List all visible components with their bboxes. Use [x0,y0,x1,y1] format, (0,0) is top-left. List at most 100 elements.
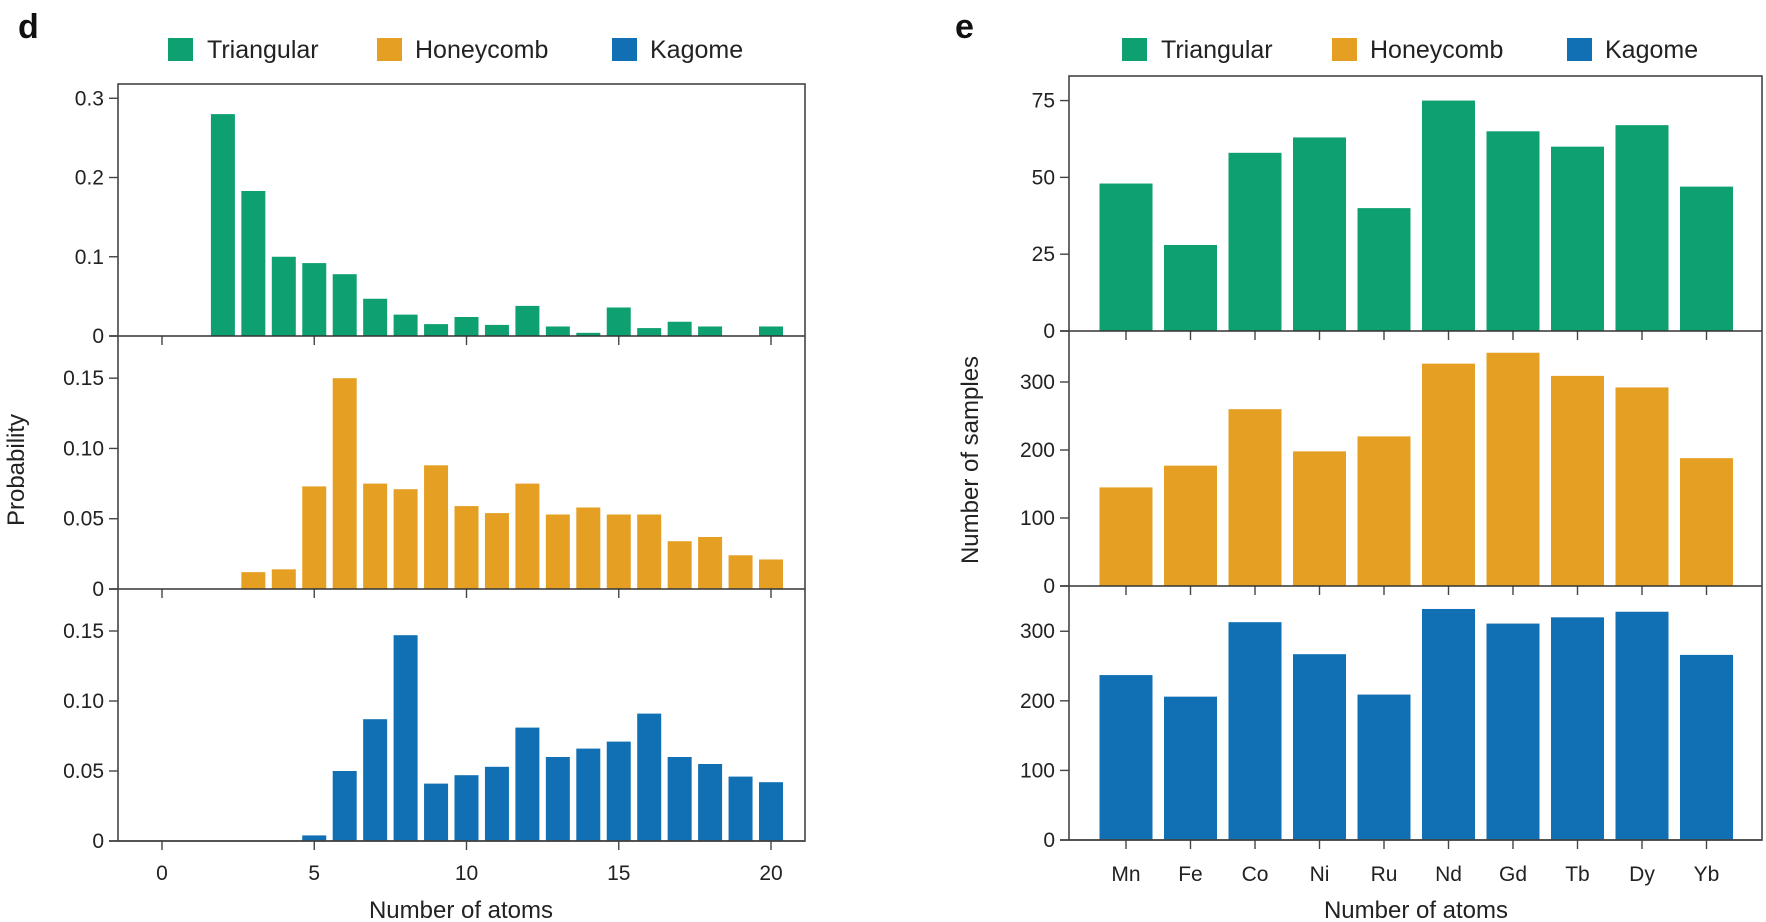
bar-kagome-7 [363,719,388,841]
bar-honeycomb-7 [363,483,388,589]
y-tick-label: 75 [1032,90,1055,113]
bar-triangular-8 [393,314,418,336]
bar-kagome-co [1228,622,1282,840]
bar-triangular-7 [363,298,388,336]
y-tick-label: 0.15 [63,367,104,390]
bar-triangular-20 [759,326,783,336]
x-tick-label: 15 [607,862,630,885]
bar-honeycomb-tb [1551,375,1604,586]
y-tick-label: 0 [92,325,104,348]
bar-kagome-19 [728,776,753,841]
y-tick-label: 50 [1032,166,1055,189]
bar-honeycomb-10 [454,506,479,589]
x-tick-label-gd: Gd [1499,863,1527,886]
y-tick-label: 200 [1020,690,1055,713]
bar-kagome-12 [515,727,540,841]
y-tick-label: 0.10 [63,437,104,460]
legend-swatch-triangular [1122,38,1147,61]
legend-e: Triangular Honeycomb Kagome [1122,36,1698,64]
bar-kagome-9 [424,783,449,841]
x-tick-label-fe: Fe [1178,863,1203,886]
plot-frame-d [117,83,806,842]
x-tick-label-mn: Mn [1111,863,1140,886]
y-tick-label: 0 [1043,575,1055,598]
bar-triangular-ni [1293,137,1346,331]
x-tick-label: 10 [455,862,478,885]
bar-honeycomb-nd [1422,363,1475,586]
bar-triangular-18 [698,326,723,336]
bar-triangular-4 [271,256,296,336]
y-tick-label: 0.1 [75,246,104,269]
bar-honeycomb-fe [1164,465,1217,586]
y-tick-label: 0 [92,578,104,601]
bar-triangular-12 [515,305,540,336]
subplot-e-triangular: 0 25 50 75 [1032,90,1762,343]
bar-kagome-17 [667,757,692,841]
bar-triangular-14 [576,332,601,336]
x-tick-label-co: Co [1242,863,1269,886]
bar-kagome-ru [1357,694,1411,840]
subplot-d-kagome: 0 0.05 0.10 0.15 [63,620,805,853]
x-tick-label-dy: Dy [1629,863,1655,886]
bar-honeycomb-15 [606,514,631,589]
y-tick-label: 0.2 [75,167,104,190]
bar-kagome-nd [1422,608,1475,840]
x-tick-label: 20 [759,862,782,885]
x-tick-label-tb: Tb [1565,863,1590,886]
x-axis-title-e: Number of atoms [1324,897,1508,922]
y-tick-label: 0 [1043,320,1055,343]
bar-triangular-3 [241,190,266,336]
y-tick-label: 0.05 [63,760,104,783]
bar-kagome-15 [606,741,631,841]
legend-swatch-honeycomb [1332,38,1357,61]
bar-honeycomb-co [1228,409,1282,586]
y-tick-label: 0 [1043,829,1055,852]
legend-swatch-kagome [1567,38,1592,61]
bar-kagome-6 [332,771,357,841]
y-tick-label: 300 [1020,620,1055,643]
y-tick-label: 300 [1020,371,1055,394]
x-tick-label: 5 [308,862,320,885]
bar-triangular-17 [667,321,692,336]
y-tick-label: 100 [1020,507,1055,530]
bar-triangular-10 [454,316,479,336]
x-tick-label-yb: Yb [1694,863,1720,886]
bar-kagome-mn [1099,675,1153,840]
legend-d: Triangular Honeycomb Kagome [168,36,743,64]
bar-honeycomb-dy [1615,387,1669,586]
subplot-d-triangular: 0 0.1 0.2 0.3 [75,87,805,348]
legend-label-triangular: Triangular [207,36,319,64]
legend-label-triangular: Triangular [1161,36,1273,64]
bar-honeycomb-19 [728,555,753,589]
bar-honeycomb-8 [393,489,418,589]
legend-swatch-triangular [168,38,193,61]
legend-swatch-honeycomb [377,38,402,61]
bar-honeycomb-12 [515,483,540,589]
bar-kagome-ni [1293,654,1346,840]
bar-kagome-dy [1615,611,1669,840]
bar-honeycomb-ni [1293,451,1346,586]
bar-triangular-yb [1680,186,1733,331]
bar-triangular-5 [302,263,327,336]
bar-kagome-8 [393,635,418,841]
bar-honeycomb-13 [545,514,570,589]
bar-triangular-ru [1357,208,1411,331]
x-tick-label: 0 [156,862,168,885]
bar-honeycomb-3 [241,572,266,589]
bar-honeycomb-5 [302,486,327,589]
y-tick-label: 200 [1020,439,1055,462]
subplot-e-honeycomb: 0 100 200 300 [1020,352,1762,598]
subplot-d-honeycomb: 0 0.05 0.10 0.15 [63,367,805,601]
legend-label-kagome: Kagome [650,36,743,64]
bar-kagome-tb [1551,617,1604,840]
plot-frame-e [1068,75,1763,841]
y-tick-label: 100 [1020,759,1055,782]
y-tick-label: 0.15 [63,620,104,643]
bar-honeycomb-20 [759,559,783,589]
x-tick-label-ni: Ni [1310,863,1330,886]
bar-honeycomb-gd [1486,352,1540,586]
y-tick-label: 0 [92,830,104,853]
bar-triangular-16 [637,328,662,336]
bar-triangular-nd [1422,100,1475,332]
legend-swatch-kagome [612,38,637,61]
